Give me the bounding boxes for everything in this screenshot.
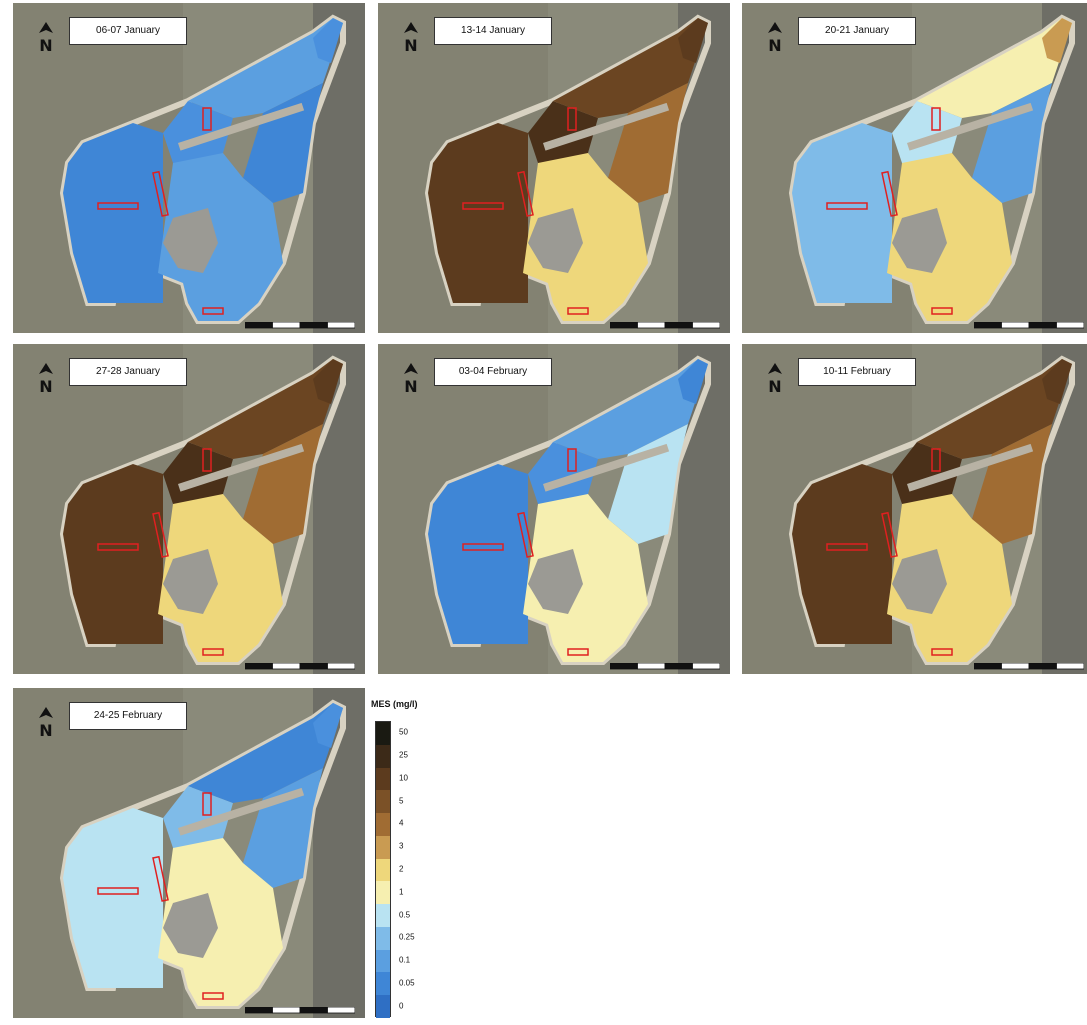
- legend-tick-label: 0: [399, 1001, 403, 1010]
- svg-text:N: N: [39, 721, 52, 740]
- legend-tick-label: 5: [399, 796, 403, 805]
- legend-swatch: [376, 881, 390, 904]
- map-panel: N 20-21 January: [742, 3, 1087, 333]
- legend-swatch: [376, 904, 390, 927]
- legend-swatch: [376, 836, 390, 859]
- legend-swatch: [376, 722, 390, 745]
- svg-text:N: N: [768, 36, 781, 55]
- panel-date-label: 27-28 January: [69, 358, 187, 386]
- panel-date-label: 20-21 January: [798, 17, 916, 45]
- panel-date-label: 13-14 January: [434, 17, 552, 45]
- panel-date-label: 03-04 February: [434, 358, 552, 386]
- basin-map: [742, 3, 1087, 333]
- north-arrow-icon: N: [764, 21, 786, 55]
- legend-tick-label: 0.1: [399, 956, 410, 965]
- basin-map: [378, 344, 730, 674]
- scale-bar: [610, 317, 720, 325]
- legend-tick-label: 0.5: [399, 910, 410, 919]
- legend-colorbar: [375, 721, 391, 1017]
- scale-bar: [245, 1002, 355, 1010]
- panel-date-label: 06-07 January: [69, 17, 187, 45]
- legend-tick-label: 50: [399, 728, 408, 737]
- north-arrow-icon: N: [35, 21, 57, 55]
- basin-map: [378, 3, 730, 333]
- north-arrow-icon: N: [35, 362, 57, 396]
- legend-swatch: [376, 813, 390, 836]
- panel-date-label: 10-11 February: [798, 358, 916, 386]
- legend-swatch: [376, 745, 390, 768]
- legend-swatch: [376, 995, 390, 1018]
- svg-text:N: N: [39, 36, 52, 55]
- legend-tick-label: 3: [399, 842, 403, 851]
- legend-swatch: [376, 790, 390, 813]
- legend-swatch: [376, 927, 390, 950]
- legend-swatch: [376, 950, 390, 973]
- basin-map: [13, 344, 365, 674]
- map-panel: N 27-28 January: [13, 344, 365, 674]
- concentration-legend: MES (mg/l) 50 25 10 5 4 3 2 1 0.5 0.25 0.1 0.05 0: [363, 695, 443, 1025]
- svg-text:N: N: [768, 377, 781, 396]
- map-panel: N 13-14 January: [378, 3, 730, 333]
- legend-title: MES (mg/l): [371, 699, 418, 709]
- north-arrow-icon: N: [400, 362, 422, 396]
- legend-tick-label: 4: [399, 819, 403, 828]
- legend-tick-label: 2: [399, 865, 403, 874]
- legend-tick-label: 0.05: [399, 978, 415, 987]
- basin-map: [13, 3, 365, 333]
- legend-swatch: [376, 859, 390, 882]
- legend-tick-label: 1: [399, 887, 403, 896]
- scale-bar: [245, 658, 355, 666]
- map-panel: N 24-25 February: [13, 688, 365, 1018]
- scale-bar: [245, 317, 355, 325]
- svg-text:N: N: [39, 377, 52, 396]
- map-panel: N 06-07 January: [13, 3, 365, 333]
- north-arrow-icon: N: [764, 362, 786, 396]
- scale-bar: [974, 658, 1084, 666]
- basin-map: [742, 344, 1087, 674]
- legend-tick-label: 0.25: [399, 933, 415, 942]
- legend-swatch: [376, 768, 390, 791]
- north-arrow-icon: N: [35, 706, 57, 740]
- svg-text:N: N: [404, 377, 417, 396]
- panel-date-label: 24-25 February: [69, 702, 187, 730]
- map-panel: N 10-11 February: [742, 344, 1087, 674]
- legend-tick-label: 25: [399, 751, 408, 760]
- map-panel: N 03-04 February: [378, 344, 730, 674]
- legend-swatch: [376, 972, 390, 995]
- legend-tick-label: 10: [399, 773, 408, 782]
- north-arrow-icon: N: [400, 21, 422, 55]
- scale-bar: [610, 658, 720, 666]
- basin-map: [13, 688, 365, 1018]
- scale-bar: [974, 317, 1084, 325]
- svg-text:N: N: [404, 36, 417, 55]
